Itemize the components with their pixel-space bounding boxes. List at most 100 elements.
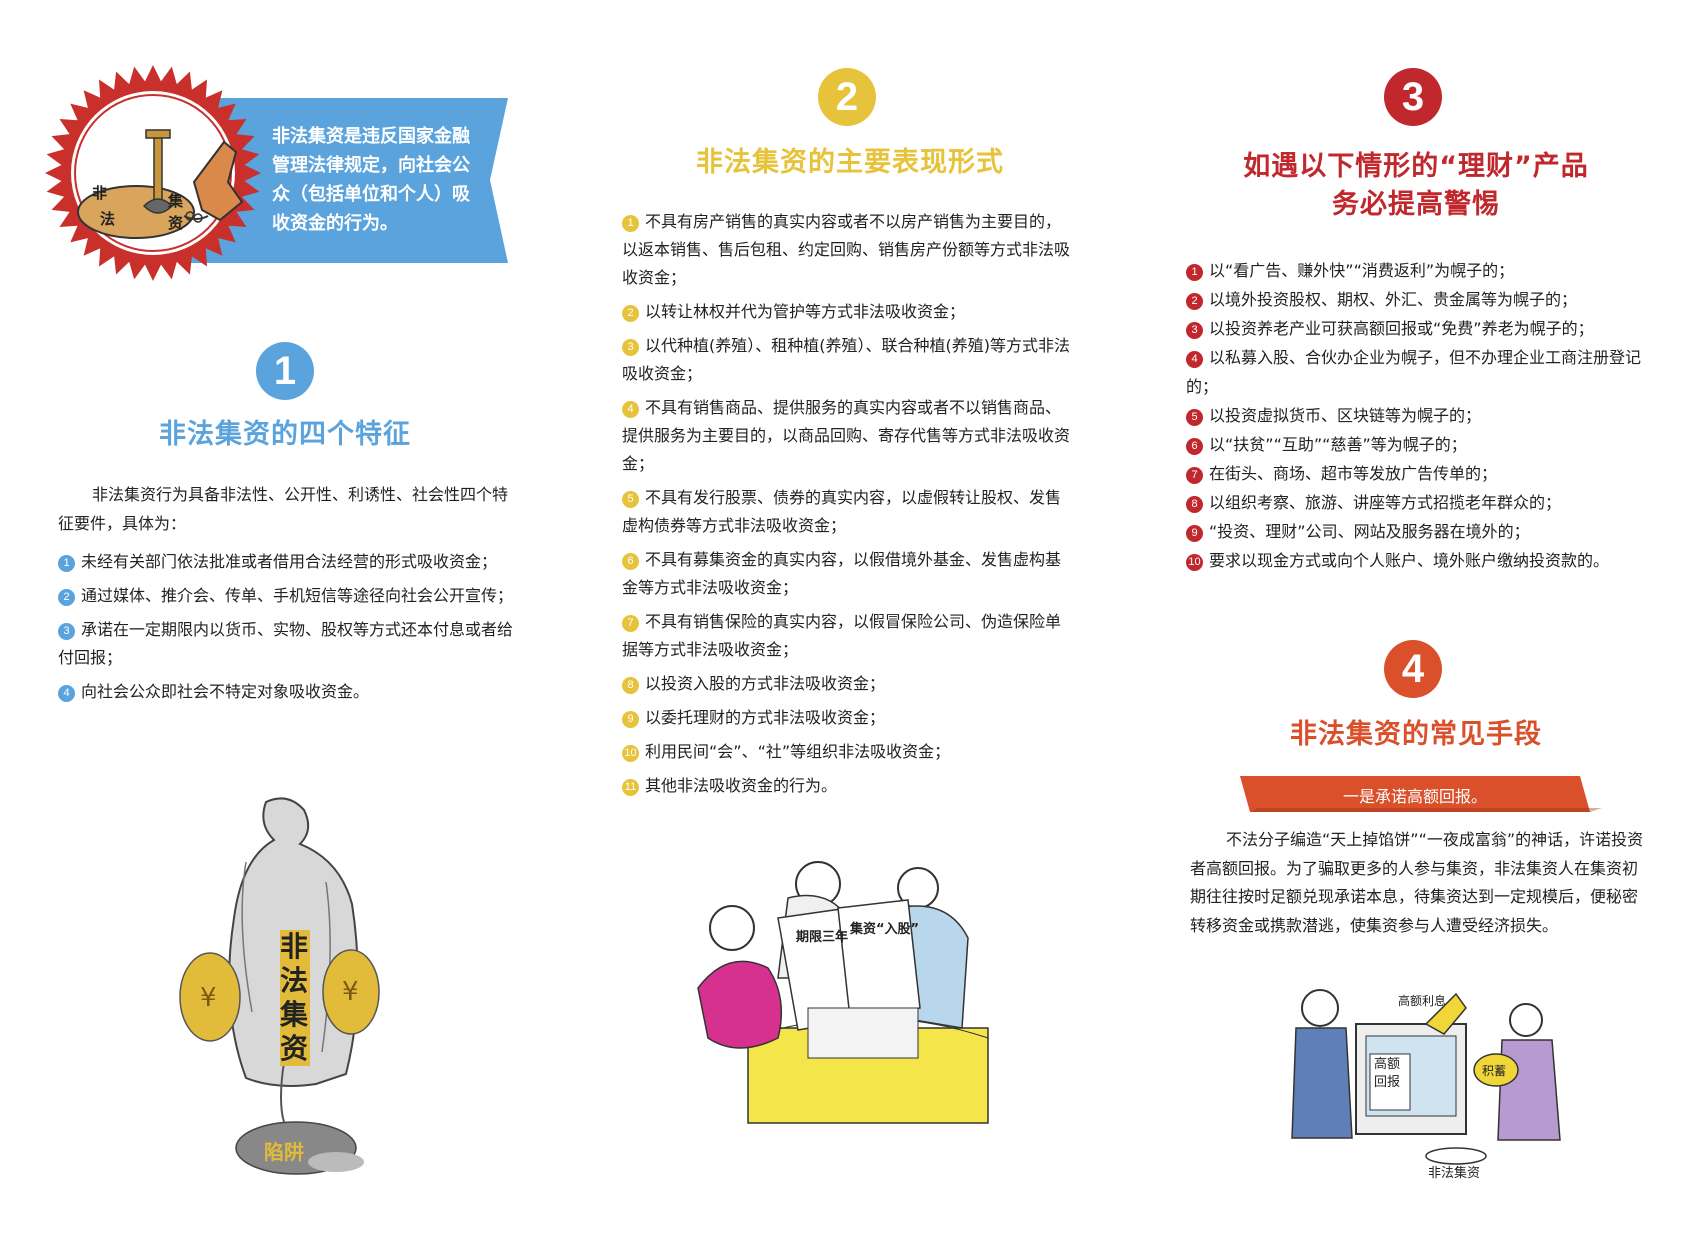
- section3-title-line1: 如遇以下情形的“理财”产品: [1243, 151, 1589, 182]
- section1-item-number-badge: 1: [58, 555, 75, 572]
- section1-item-text: 通过媒体、推介会、传单、手机短信等途径向社会公开宣传；: [81, 586, 514, 605]
- banner-text: 非法集资是违反国家金融管理法律规定，向社会公众（包括单位和个人）吸收资金的行为。: [272, 126, 470, 234]
- section3-item-text: 以“看广告、赚外快”“消费返利”为幌子的；: [1209, 261, 1515, 280]
- section3-item-text: 以组织考察、旅游、讲座等方式招揽老年群众的；: [1209, 493, 1562, 512]
- section2-item-text: 不具有房产销售的真实内容或者不以房产销售为主要目的，以返本销售、售后包租、约定回…: [622, 212, 1071, 287]
- section3-item-number-badge: 8: [1186, 496, 1203, 513]
- section2-item-number-badge: 10: [622, 745, 639, 762]
- section3-item-number-badge: 2: [1186, 293, 1203, 310]
- section3-item: 1 以“看广告、赚外快”“消费返利”为幌子的；: [1186, 256, 1646, 285]
- scam-tag-1: 高额利息: [1398, 994, 1447, 1008]
- section2-item-text: 不具有募集资金的真实内容，以假借境外基金、发售虚构基金等方式非法吸收资金；: [622, 550, 1062, 597]
- section3-item: 6 以“扶贫”“互助”“慈善”等为幌子的；: [1186, 430, 1646, 459]
- section1-item-number-badge: 2: [58, 589, 75, 606]
- section2-item-number-badge: 6: [622, 553, 639, 570]
- section3-body: 1 以“看广告、赚外快”“消费返利”为幌子的； 2 以境外投资股权、期权、外汇、贵金属…: [1186, 256, 1646, 575]
- scam-screen-text: 高额回报: [1374, 1057, 1401, 1090]
- section1-item-text: 未经有关部门依法批准或者借用合法经营的形式吸收资金；: [81, 552, 498, 571]
- emblem-label-3: 集: [168, 192, 184, 210]
- section3-item-number-badge: 5: [1186, 409, 1203, 426]
- section2-item-number-badge: 11: [622, 779, 639, 796]
- section4-number: 4: [1384, 640, 1442, 698]
- section2-item: 3 以代种植(养殖）、租种植(养殖）、联合种植(养殖)等方式非法吸收资金；: [622, 332, 1072, 388]
- office-paper-label-1: 期限三年: [796, 930, 849, 945]
- section3-item: 8 以组织考察、旅游、讲座等方式招揽老年群众的；: [1186, 488, 1646, 517]
- section3-item-number-badge: 9: [1186, 525, 1203, 542]
- section2-item-number-badge: 7: [622, 615, 639, 632]
- section2-item-number-badge: 8: [622, 677, 639, 694]
- emblem-label-1: 非: [92, 184, 108, 202]
- section2-item: 6 不具有募集资金的真实内容，以假借境外基金、发售虚构基金等方式非法吸收资金；: [622, 546, 1072, 602]
- section2-item: 7 不具有销售保险的真实内容，以假冒保险公司、伪造保险单据等方式非法吸收资金；: [622, 608, 1072, 664]
- section2-item: 10 利用民间“会”、“社”等组织非法吸收资金；: [622, 738, 1072, 766]
- emblem-label-4: 资: [168, 214, 184, 232]
- section2-item: 8 以投资入股的方式非法吸收资金；: [622, 670, 1072, 698]
- intro-banner: 非法集资是违反国家金融管理法律规定，向社会公众（包括单位和个人）吸收资金的行为。: [190, 98, 508, 263]
- section3-item-number-badge: 10: [1186, 554, 1203, 571]
- section2-list: 1 不具有房产销售的真实内容或者不以房产销售为主要目的，以返本销售、售后包租、约定…: [622, 208, 1072, 800]
- section1-intro: 非法集资行为具备非法性、公开性、利诱性、社会性四个特征要件，具体为：: [58, 485, 509, 533]
- section1-list: 1 未经有关部门依法批准或者借用合法经营的形式吸收资金； 2 通过媒体、推介会、传单、…: [58, 548, 514, 706]
- section3-item: 9 “投资、理财”公司、网站及服务器在境外的；: [1186, 517, 1646, 546]
- figure-vertical-text: 非法集资: [280, 930, 310, 1066]
- section2-item: 1 不具有房产销售的真实内容或者不以房产销售为主要目的，以返本销售、售后包租、约定…: [622, 208, 1072, 292]
- section2-item-text: 以委托理财的方式非法吸收资金；: [645, 708, 886, 727]
- section2-item: 11 其他非法吸收资金的行为。: [622, 772, 1072, 800]
- section3-item: 7 在街头、商场、超市等发放广告传单的；: [1186, 459, 1646, 488]
- section2-item: 5 不具有发行股票、债券的真实内容，以虚假转让股权、发售虚构债券等方式非法吸收资金…: [622, 484, 1072, 540]
- section1-item-number-badge: 3: [58, 623, 75, 640]
- section1-item-text: 向社会公众即社会不特定对象吸收资金。: [81, 682, 370, 701]
- section3-item-number-badge: 1: [1186, 264, 1203, 281]
- illustration-office-scene: 期限三年 集资“入股”: [688, 858, 1028, 1128]
- section1-item-text: 承诺在一定期限内以货币、实物、股权等方式还本付息或者给付回报；: [58, 620, 514, 667]
- section1-item: 4 向社会公众即社会不特定对象吸收资金。: [58, 678, 514, 706]
- section3-item: 4 以私募入股、合伙办企业为幌子，但不办理企业工商注册登记的；: [1186, 343, 1646, 401]
- section3-item: 2 以境外投资股权、期权、外汇、贵金属等为幌子的；: [1186, 285, 1646, 314]
- section3-item-text: 以私募入股、合伙办企业为幌子，但不办理企业工商注册登记的；: [1186, 348, 1642, 396]
- section2-item-text: 利用民间“会”、“社”等组织非法吸收资金；: [645, 742, 951, 761]
- section3-title-line2: 务必提高警惕: [1332, 189, 1500, 220]
- section2-item-text: 以代种植(养殖）、租种植(养殖）、联合种植(养殖)等方式非法吸收资金；: [622, 336, 1070, 383]
- section3-item: 5 以投资虚拟货币、区块链等为幌子的；: [1186, 401, 1646, 430]
- section1-item: 1 未经有关部门依法批准或者借用合法经营的形式吸收资金；: [58, 548, 514, 576]
- section2-item-number-badge: 5: [622, 491, 639, 508]
- section4-ribbon: 一是承诺高额回报。: [1240, 776, 1602, 812]
- section1-title: 非法集资的四个特征: [159, 419, 411, 450]
- section3-item-text: 以投资虚拟货币、区块链等为幌子的；: [1209, 406, 1482, 425]
- section2-item-text: 其他非法吸收资金的行为。: [645, 776, 838, 795]
- office-scene-image: [697, 861, 989, 1124]
- scam-tag-2: 积蓄: [1482, 1064, 1507, 1078]
- section2-item-number-badge: 4: [622, 401, 639, 418]
- section3-item-text: 在街头、商场、超市等发放广告传单的；: [1209, 464, 1498, 483]
- scam-scene-image: [1291, 989, 1561, 1165]
- ribbon-text: 一是承诺高额回报。: [1342, 787, 1487, 806]
- section2-item: 4 不具有销售商品、提供服务的真实内容或者不以销售商品、提供服务为主要目的，以商品…: [622, 394, 1072, 478]
- section2-item-text: 以转让林权并代为管护等方式非法吸收资金；: [645, 302, 966, 321]
- section3-item-number-badge: 7: [1186, 467, 1203, 484]
- emblem-label-2: 法: [100, 210, 116, 228]
- section2-item-number-badge: 2: [622, 305, 639, 322]
- section2-body: 1 不具有房产销售的真实内容或者不以房产销售为主要目的，以返本销售、售后包租、约定…: [622, 208, 1072, 806]
- svg-text:¥: ¥: [342, 977, 359, 1007]
- section2-item-text: 不具有销售商品、提供服务的真实内容或者不以销售商品、提供服务为主要目的，以商品回…: [622, 398, 1071, 473]
- section4-title: 非法集资的常见手段: [1290, 719, 1542, 750]
- section1-body: 非法集资行为具备非法性、公开性、利诱性、社会性四个特征要件，具体为： 1 未经有关…: [58, 480, 514, 712]
- sawtooth-seal-icon: [45, 65, 261, 281]
- section2-item-number-badge: 9: [622, 711, 639, 728]
- section3-item: 10 要求以现金方式或向个人账户、境外账户缴纳投资款的。: [1186, 546, 1646, 575]
- section1-number: 1: [256, 342, 314, 400]
- section3-item: 3 以投资养老产业可获高额回报或“免费”养老为幌子的；: [1186, 314, 1646, 343]
- intro-emblem: 非 法 集 资: [44, 64, 262, 282]
- section1-item-number-badge: 4: [58, 685, 75, 702]
- ribbon-shape: [1240, 776, 1602, 812]
- section3-item-text: “投资、理财”公司、网站及服务器在境外的；: [1209, 522, 1530, 541]
- section3-item-text: 要求以现金方式或向个人账户、境外账户缴纳投资款的。: [1209, 551, 1610, 570]
- section2-item: 9 以委托理财的方式非法吸收资金；: [622, 704, 1072, 732]
- illustration-scam-scene: 高额利息 积蓄 高额回报 非法集资: [1286, 984, 1576, 1184]
- section2-item-number-badge: 1: [622, 215, 639, 232]
- section3-item-number-badge: 4: [1186, 351, 1203, 368]
- section4-paragraph: 不法分子编造“天上掉馅饼”“一夜成富翁”的神话，许诺投资者高额回报。为了骗取更多…: [1190, 830, 1644, 935]
- illustration-cloaked-figure: ¥ ¥ 非法集资 陷阱: [176, 792, 406, 1178]
- section3-list: 1 以“看广告、赚外快”“消费返利”为幌子的； 2 以境外投资股权、期权、外汇、贵金属…: [1186, 256, 1646, 575]
- section2-item-text: 不具有销售保险的真实内容，以假冒保险公司、伪造保险单据等方式非法吸收资金；: [622, 612, 1062, 659]
